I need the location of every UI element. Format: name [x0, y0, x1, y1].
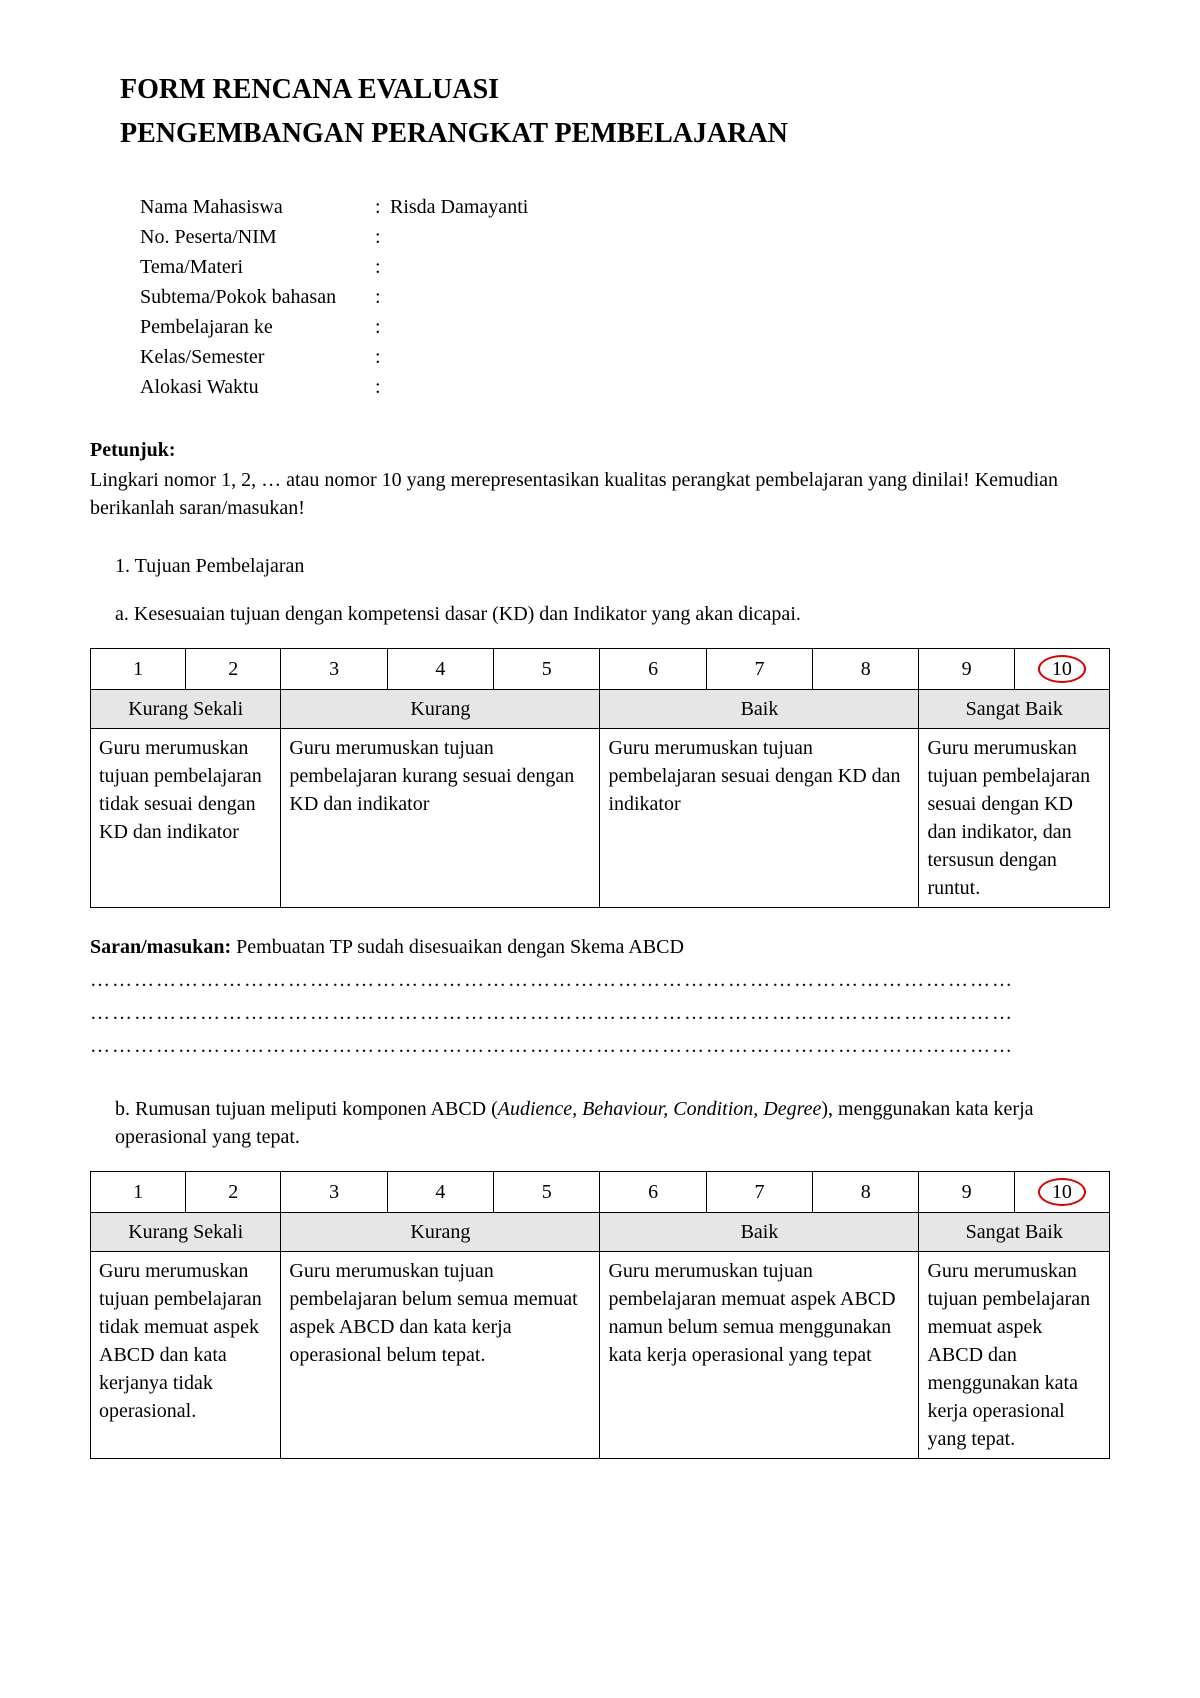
score-cell[interactable]: 5 [494, 1172, 600, 1213]
rubric-table-1a: 1 2 3 4 5 6 7 8 9 10 Kurang Sekali Kuran… [90, 648, 1110, 908]
description-cell: Guru merumuskan tujuan pembelajaran sesu… [919, 729, 1110, 908]
meta-colon: : [375, 373, 390, 401]
meta-row: Kelas/Semester : [140, 343, 1110, 371]
meta-row: Tema/Materi : [140, 253, 1110, 281]
description-cell: Guru merumuskan tujuan pembelajaran sesu… [600, 729, 919, 908]
meta-colon: : [375, 223, 390, 251]
description-cell: Guru merumuskan tujuan pembelajaran memu… [600, 1252, 919, 1459]
meta-value [390, 373, 1110, 401]
description-row: Guru merumuskan tujuan pembelajaran tida… [91, 1252, 1110, 1459]
meta-value [390, 223, 1110, 251]
description-row: Guru merumuskan tujuan pembelajaran tida… [91, 729, 1110, 908]
meta-row: Nama Mahasiswa : Risda Damayanti [140, 193, 1110, 221]
feedback-text: Pembuatan TP sudah disesuaikan dengan Sk… [236, 936, 684, 958]
meta-label: Alokasi Waktu [140, 373, 375, 401]
meta-colon: : [375, 313, 390, 341]
quality-label-row: Kurang Sekali Kurang Baik Sangat Baik [91, 690, 1110, 729]
meta-label: Subtema/Pokok bahasan [140, 283, 375, 311]
meta-label: Pembelajaran ke [140, 313, 375, 341]
dotted-line: …………………………………………………………………………………………………………… [90, 1032, 1110, 1060]
meta-value: Risda Damayanti [390, 193, 1110, 221]
score-cell[interactable]: 2 [186, 1172, 281, 1213]
page-title-line1: FORM RENCANA EVALUASI [90, 70, 1110, 109]
score-cell[interactable]: 8 [813, 1172, 919, 1213]
meta-row: No. Peserta/NIM : [140, 223, 1110, 251]
description-cell: Guru merumuskan tujuan pembelajaran kura… [281, 729, 600, 908]
quality-label: Baik [600, 690, 919, 729]
meta-colon: : [375, 283, 390, 311]
circle-marker-icon: 10 [1052, 655, 1072, 683]
item-1a-heading: a. Kesesuaian tujuan dengan kompetensi d… [115, 600, 1110, 628]
score-cell[interactable]: 5 [494, 649, 600, 690]
item-1-heading: 1. Tujuan Pembelajaran [115, 552, 1110, 580]
meta-colon: : [375, 253, 390, 281]
score-cell[interactable]: 3 [281, 649, 387, 690]
score-cell[interactable]: 1 [91, 1172, 186, 1213]
meta-value [390, 343, 1110, 371]
score-cell[interactable]: 7 [706, 649, 812, 690]
quality-label: Sangat Baik [919, 690, 1110, 729]
meta-colon: : [375, 193, 390, 221]
feedback-block-1a: Saran/masukan: Pembuatan TP sudah disesu… [90, 933, 1110, 1060]
score-cell[interactable]: 3 [281, 1172, 387, 1213]
meta-value [390, 253, 1110, 281]
item-1b-italic: Audience, Behaviour, Condition, Degree [498, 1098, 822, 1120]
score-cell-selected[interactable]: 10 [1014, 649, 1109, 690]
description-cell: Guru merumuskan tujuan pembelajaran tida… [91, 729, 281, 908]
score-cell[interactable]: 8 [813, 649, 919, 690]
score-cell[interactable]: 4 [387, 649, 493, 690]
quality-label: Sangat Baik [919, 1213, 1110, 1252]
score-cell[interactable]: 2 [186, 649, 281, 690]
meta-row: Alokasi Waktu : [140, 373, 1110, 401]
quality-label: Kurang Sekali [91, 1213, 281, 1252]
dotted-line: …………………………………………………………………………………………………………… [90, 966, 1110, 994]
score-cell[interactable]: 4 [387, 1172, 493, 1213]
meta-label: No. Peserta/NIM [140, 223, 375, 251]
score-cell[interactable]: 7 [706, 1172, 812, 1213]
quality-label: Kurang [281, 1213, 600, 1252]
score-cell[interactable]: 9 [919, 1172, 1014, 1213]
meta-row: Pembelajaran ke : [140, 313, 1110, 341]
quality-label-row: Kurang Sekali Kurang Baik Sangat Baik [91, 1213, 1110, 1252]
dotted-line: …………………………………………………………………………………………………………… [90, 999, 1110, 1027]
quality-label: Kurang [281, 690, 600, 729]
quality-label: Baik [600, 1213, 919, 1252]
item-1b-heading: b. Rumusan tujuan meliputi komponen ABCD… [115, 1095, 1110, 1151]
description-cell: Guru merumuskan tujuan pembelajaran memu… [919, 1252, 1110, 1459]
instruction-label: Petunjuk: [90, 436, 1110, 464]
score-row: 1 2 3 4 5 6 7 8 9 10 [91, 1172, 1110, 1213]
meta-row: Subtema/Pokok bahasan : [140, 283, 1110, 311]
score-row: 1 2 3 4 5 6 7 8 9 10 [91, 649, 1110, 690]
score-cell[interactable]: 6 [600, 1172, 706, 1213]
meta-colon: : [375, 343, 390, 371]
description-cell: Guru merumuskan tujuan pembelajaran belu… [281, 1252, 600, 1459]
score-cell[interactable]: 6 [600, 649, 706, 690]
circle-marker-icon: 10 [1052, 1178, 1072, 1206]
meta-info-block: Nama Mahasiswa : Risda Damayanti No. Pes… [140, 193, 1110, 401]
meta-label: Kelas/Semester [140, 343, 375, 371]
description-cell: Guru merumuskan tujuan pembelajaran tida… [91, 1252, 281, 1459]
meta-label: Nama Mahasiswa [140, 193, 375, 221]
meta-value [390, 313, 1110, 341]
meta-value [390, 283, 1110, 311]
feedback-label: Saran/masukan: [90, 936, 236, 958]
score-cell[interactable]: 9 [919, 649, 1014, 690]
score-cell[interactable]: 1 [91, 649, 186, 690]
score-cell-selected[interactable]: 10 [1014, 1172, 1109, 1213]
instruction-text: Lingkari nomor 1, 2, … atau nomor 10 yan… [90, 466, 1110, 522]
meta-label: Tema/Materi [140, 253, 375, 281]
page-title-line2: PENGEMBANGAN PERANGKAT PEMBELAJARAN [90, 114, 1110, 153]
quality-label: Kurang Sekali [91, 690, 281, 729]
rubric-table-1b: 1 2 3 4 5 6 7 8 9 10 Kurang Sekali Kuran… [90, 1171, 1110, 1459]
item-1b-prefix: b. Rumusan tujuan meliputi komponen ABCD… [115, 1098, 498, 1120]
